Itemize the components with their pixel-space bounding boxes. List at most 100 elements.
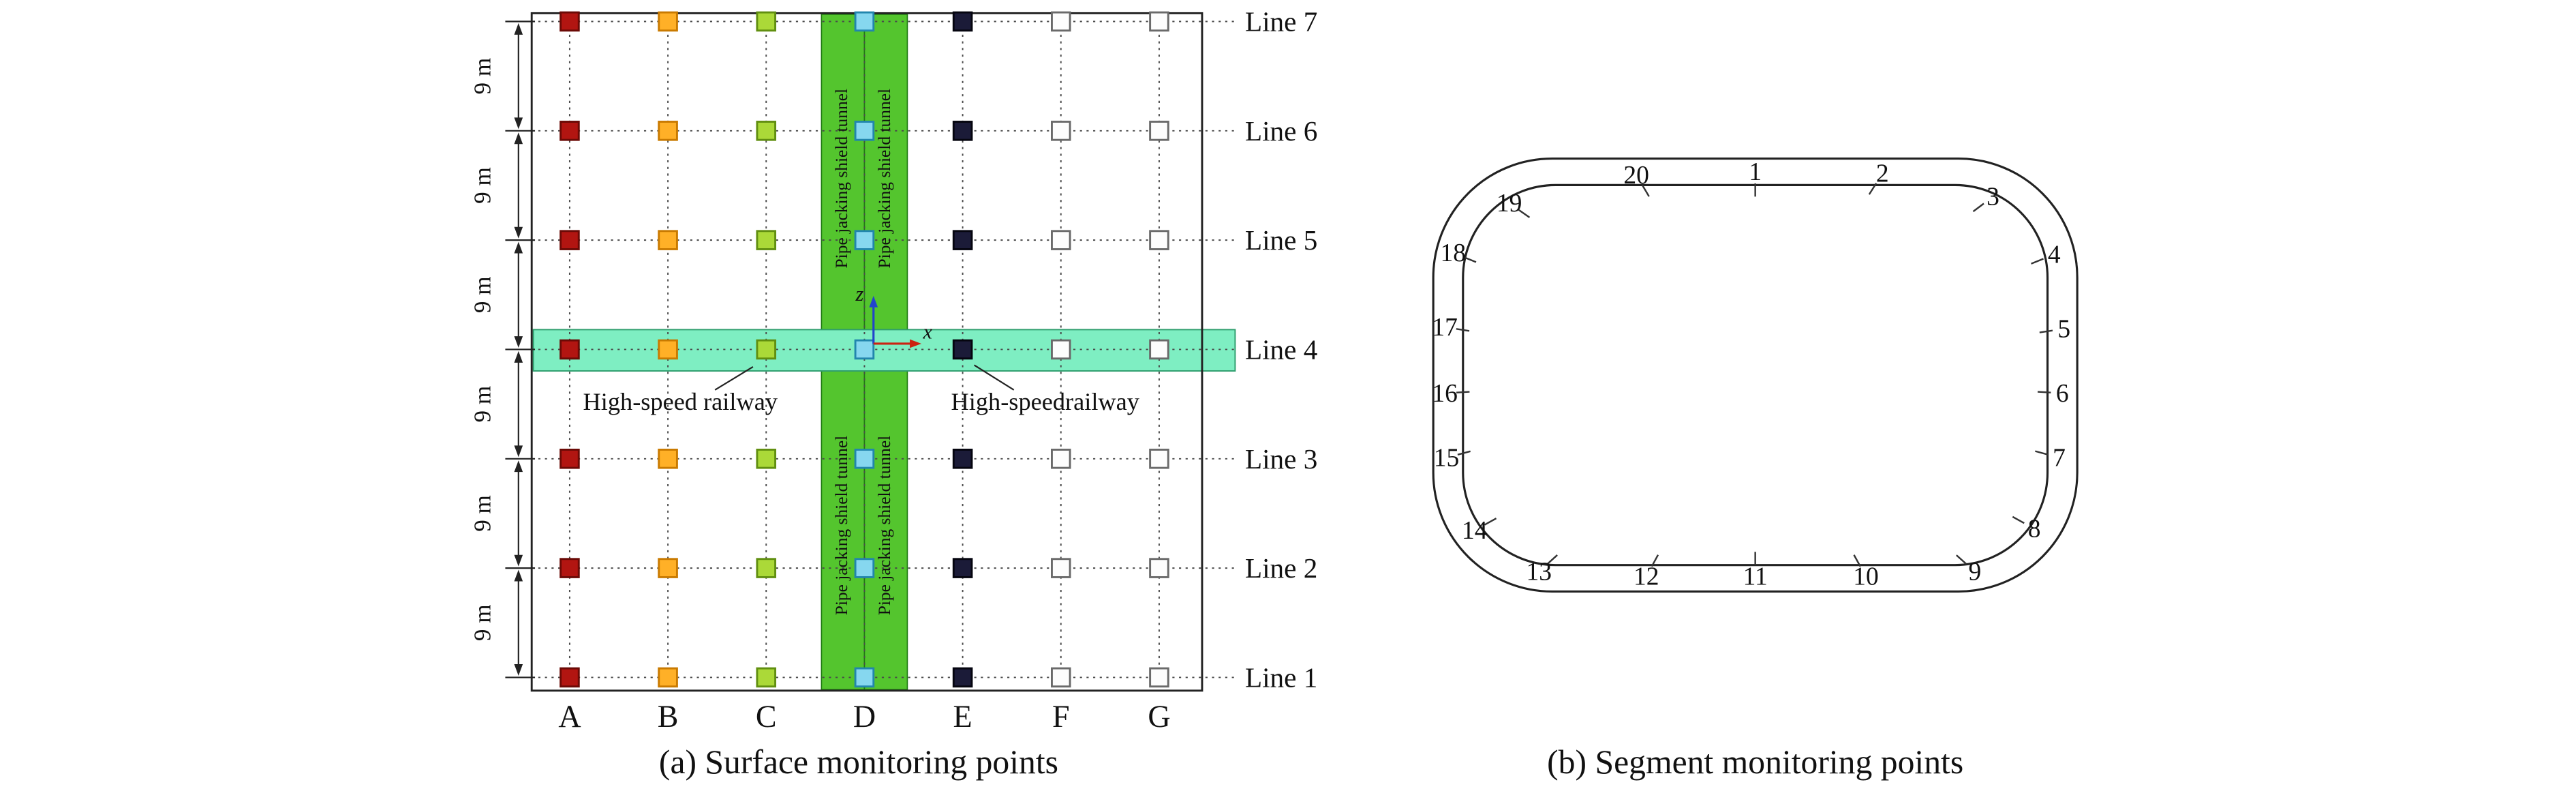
line-label: Line 6	[1245, 115, 1317, 147]
segment-point-tick	[1641, 184, 1650, 197]
segment-point-label: 10	[1853, 563, 1879, 591]
monitoring-point-B6	[658, 121, 678, 141]
segment-point-tick	[1651, 554, 1659, 567]
monitoring-point-E4	[952, 339, 973, 360]
segment-point-label: 11	[1743, 563, 1768, 591]
line-label: Line 5	[1245, 224, 1317, 256]
segment-point-label: 9	[1969, 558, 1982, 586]
segment-point-label: 7	[2053, 444, 2066, 472]
segment-point-tick	[1868, 183, 1877, 195]
dimension-arrow-down	[514, 226, 523, 239]
line-label: Line 3	[1245, 443, 1317, 475]
monitoring-point-B3	[658, 449, 678, 469]
column-label: B	[658, 699, 679, 734]
segment-point-label: 8	[2028, 515, 2041, 543]
caption-panel-b: (b) Segment monitoring points	[1547, 743, 1963, 781]
z-axis-label: z	[855, 282, 863, 305]
monitoring-point-C3	[756, 449, 777, 469]
monitoring-point-D5	[854, 230, 875, 250]
monitoring-point-B1	[658, 667, 678, 688]
column-labels: A B C D E F G	[558, 699, 1170, 734]
panel-a-surface-monitoring: 9 m 9 m 9 m 9 m 9 m 9 m Pipe jacking shield t…	[470, 6, 1318, 781]
dimension-arrow-down	[514, 117, 523, 130]
column-label: E	[953, 699, 972, 734]
segment-point-tick	[1484, 518, 1497, 526]
monitoring-point-F7	[1050, 11, 1071, 32]
segment-point-label: 19	[1497, 190, 1522, 218]
segment-point-label: 17	[1432, 314, 1458, 342]
dimension-label: 9 m	[470, 386, 496, 423]
segment-point-label: 5	[2057, 315, 2070, 343]
segment-point-label: 16	[1432, 380, 1458, 408]
dimension-arrow-down	[514, 336, 523, 348]
dimension-label: 9 m	[470, 604, 496, 641]
monitoring-point-C6	[756, 121, 777, 141]
monitoring-point-D4	[854, 339, 875, 360]
tunnel-band-label: Pipe jacking shield tunnel	[874, 436, 894, 616]
dimension-arrow-down	[514, 445, 523, 458]
column-label: G	[1148, 699, 1170, 734]
monitoring-point-F2	[1050, 558, 1071, 578]
segment-point-tick	[1456, 328, 1470, 332]
monitoring-point-B4	[658, 339, 678, 360]
monitoring-point-G1	[1149, 667, 1169, 688]
segment-point-label: 18	[1440, 239, 1466, 267]
segment-point-label: 4	[2048, 241, 2061, 269]
monitoring-point-C2	[756, 558, 777, 578]
segment-point-label: 20	[1623, 162, 1649, 190]
railway-label-left: High-speed railway	[583, 388, 778, 415]
monitoring-point-F1	[1050, 667, 1071, 688]
monitoring-point-D3	[854, 449, 875, 469]
segment-point-tick	[1853, 554, 1861, 567]
monitoring-point-B7	[658, 11, 678, 32]
monitoring-point-D1	[854, 667, 875, 688]
monitoring-point-G3	[1149, 449, 1169, 469]
column-label: C	[756, 699, 777, 734]
monitoring-point-F5	[1050, 230, 1071, 250]
segment-point-tick	[1456, 391, 1470, 393]
monitoring-point-G4	[1149, 339, 1169, 360]
dimension-marks: 9 m 9 m 9 m 9 m 9 m 9 m	[470, 20, 536, 678]
segment-point-tick	[2037, 391, 2051, 393]
column-label: F	[1052, 699, 1070, 734]
grid-lines	[538, 20, 1239, 679]
monitoring-point-A7	[559, 11, 580, 32]
x-axis-arrowhead	[910, 339, 922, 348]
monitoring-point-E3	[952, 449, 973, 469]
segment-point-tick	[1546, 554, 1558, 565]
segment-point-tick	[1457, 450, 1471, 456]
dimension-arrow-up	[514, 460, 523, 473]
z-axis-arrowhead	[869, 295, 878, 308]
monitoring-point-B5	[658, 230, 678, 250]
segment-point-tick	[1518, 209, 1531, 218]
railway-leader-left	[714, 365, 754, 391]
monitoring-point-A4	[559, 339, 580, 360]
monitoring-point-F6	[1050, 121, 1071, 141]
x-axis-label: x	[922, 320, 932, 344]
line-label: Line 2	[1245, 552, 1317, 584]
dimension-arrow-up	[514, 132, 523, 145]
monitoring-point-A6	[559, 121, 580, 141]
segment-point-tick	[2031, 258, 2044, 265]
monitoring-points	[559, 11, 1169, 688]
monitoring-point-A3	[559, 449, 580, 469]
line-label: Line 1	[1245, 661, 1317, 693]
segment-point-label: 14	[1462, 517, 1488, 545]
monitoring-point-F3	[1050, 449, 1071, 469]
coordinate-axes	[869, 295, 922, 348]
monitoring-point-A1	[559, 667, 580, 688]
segment-point-label: 2	[1876, 160, 1889, 188]
segment-point-label: 12	[1634, 563, 1659, 591]
segment-point-tick	[2039, 329, 2053, 333]
segment-point-tick	[2012, 516, 2025, 524]
segment-point-label: 13	[1526, 558, 1552, 586]
segment-point-tick	[1972, 203, 1984, 213]
monitoring-point-C5	[756, 230, 777, 250]
tunnel-band-label: Pipe jacking shield tunnel	[831, 436, 851, 616]
monitoring-point-D7	[854, 11, 875, 32]
dimension-label: 9 m	[470, 167, 496, 204]
monitoring-point-C7	[756, 11, 777, 32]
caption-panel-a: (a) Surface monitoring points	[659, 743, 1058, 781]
